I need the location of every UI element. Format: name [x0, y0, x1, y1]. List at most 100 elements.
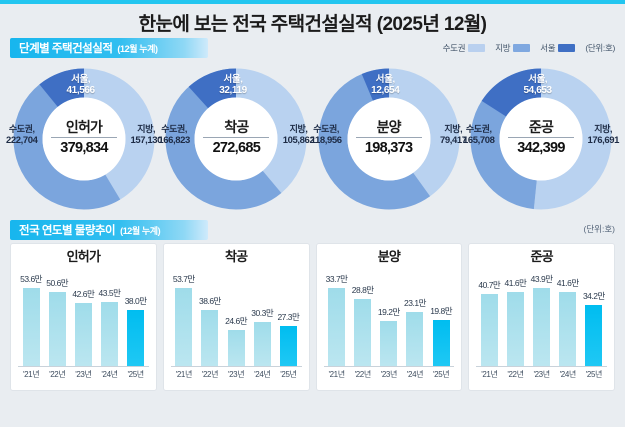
x-tick: '21년 [175, 370, 193, 379]
jibang-value: 79,417 [439, 135, 467, 146]
bar-chart-title: 분양 [377, 249, 401, 264]
legend-label-seoul: 서울 [540, 43, 556, 53]
bar-item: 38.6만 [197, 266, 223, 366]
bar [201, 310, 219, 366]
donut-category: 인허가 [65, 119, 103, 135]
bar-highlighted [432, 320, 450, 366]
bar-value-label: 19.8만 [430, 306, 453, 316]
seoul-value: 12,654 [371, 85, 400, 96]
bar [328, 288, 346, 366]
donut-hole [42, 97, 126, 181]
bars-container: 33.7만 28.8만 19.2만 23.1만 [324, 266, 455, 366]
x-tick: '25년 [433, 370, 450, 379]
donut-center-permits: 인허가 379,834 [45, 119, 123, 157]
seoul-value: 54,653 [523, 85, 553, 96]
bar-chart-title: 준공 [530, 249, 553, 264]
bar-value-label: 53.7만 [172, 274, 195, 284]
bar-value-label: 23.1만 [404, 298, 426, 308]
seoul-value: 32,119 [219, 85, 247, 96]
seoul-value: 41,566 [66, 85, 96, 96]
x-tick: '22년 [354, 370, 372, 379]
section1-title: 단계별 주택건설실적 [19, 43, 113, 55]
x-tick: '24년 [101, 370, 118, 379]
bar [533, 288, 551, 366]
donut-label-sudogwon: 수도권, 222,704 [6, 124, 38, 146]
bar-highlighted [279, 326, 297, 366]
bar-value-label: 42.6만 [72, 289, 95, 299]
bar-value-label: 34.2만 [582, 291, 605, 301]
x-tick: '22년 [507, 370, 524, 379]
bar [559, 292, 577, 366]
bar [175, 288, 193, 366]
x-tick: '21년 [481, 370, 498, 379]
bar-item: 40.7만 [476, 266, 502, 366]
donut-category: 준공 [528, 119, 554, 135]
x-tick: '25년 [585, 370, 603, 379]
divider [203, 137, 270, 138]
bar-item: 42.6만 [70, 266, 96, 366]
jibang-value: 157,130 [130, 135, 162, 146]
donut-label-seoul: 서울, 41,566 [66, 74, 96, 96]
bar-item: 33.7만 [324, 266, 350, 366]
x-tick: '23년 [380, 370, 398, 379]
bar-value-label: 30.3만 [251, 308, 274, 318]
jibang-name: 지방, [594, 124, 613, 134]
bar-item: 41.6만 [502, 266, 528, 366]
legend-label-jibang: 지방 [495, 43, 511, 53]
donut-label-seoul: 서울, 54,653 [523, 74, 553, 96]
bar [100, 302, 118, 366]
bar-value-label: 41.6만 [556, 278, 579, 288]
bars-container: 40.7만 41.6만 43.9만 41.6만 [476, 266, 607, 366]
donut-label-seoul: 서울, 32,119 [219, 74, 247, 96]
bar-chart-title: 인허가 [66, 249, 101, 264]
bar [406, 312, 424, 366]
donut-total: 342,399 [517, 140, 565, 156]
section1-unit: (단위:호) [585, 43, 615, 53]
arc-seoul [165, 68, 307, 210]
bar-plot-area: 53.7만 38.6만 24.6만 30.3만 [171, 266, 302, 366]
donut-label-jibang: 지방, 176,691 [587, 124, 619, 146]
donut-svg-permits [13, 68, 155, 210]
divider [507, 137, 574, 138]
donut-total: 379,834 [60, 140, 108, 156]
donut-label-sudogwon: 수도권, 165,708 [463, 124, 495, 146]
legend-swatch-seoul [558, 44, 576, 52]
bar [506, 292, 524, 366]
bar-value-label: 38.0만 [124, 296, 147, 306]
bar-plot-area: 40.7만 41.6만 43.9만 41.6만 [476, 266, 607, 366]
bar-item: 19.2만 [376, 266, 402, 366]
x-tick: '23년 [533, 370, 551, 379]
donut-center-completions: 준공 342,399 [502, 119, 580, 157]
bar [380, 321, 398, 366]
bar [253, 322, 271, 366]
bar-plot-area: 53.6만 50.6만 42.6만 43.5만 [18, 266, 149, 366]
x-tick: '25년 [127, 370, 145, 379]
bar-item: 53.6만 [18, 266, 44, 366]
bar-value-label: 41.6만 [504, 278, 527, 288]
donut-label-sudogwon: 수도권, 166,823 [158, 124, 190, 146]
x-axis: '21년 '22년 '23년 '24년 '25년 [323, 366, 455, 380]
donut-chart-sales: 서울, 12,654 수도권, 118,956 지방, 79,417 분양 19… [310, 62, 467, 214]
arc-seoul [470, 68, 612, 210]
donut-total: 198,373 [364, 140, 413, 156]
donut-chart-row: 서울, 41,566 수도권, 222,704 지방, 157,130 인허가 … [0, 58, 625, 216]
section-header-yearly-trend: 전국 연도별 물량추이 (12월 누계) (단위:호) [10, 220, 615, 240]
x-tick: '24년 [254, 370, 271, 379]
sudogwon-value: 165,708 [462, 135, 495, 146]
x-tick: '24년 [559, 370, 577, 379]
bar [227, 330, 245, 366]
jibang-name: 지방, [137, 124, 156, 134]
donut-hole [347, 97, 431, 181]
divider [355, 137, 422, 138]
arc-seoul [13, 68, 155, 210]
bar-item: 50.6만 [44, 266, 70, 366]
bar [22, 288, 40, 366]
x-tick: '23년 [228, 370, 245, 379]
donut-svg-starts [165, 68, 307, 210]
bar-item-highlighted: 38.0만 [123, 266, 149, 366]
bar-value-label: 53.6만 [20, 274, 42, 284]
jibang-name: 지방, [289, 124, 308, 134]
sudogwon-value: 118,956 [310, 135, 342, 146]
donut-label-jibang: 지방, 105,862 [283, 124, 315, 146]
bar-item: 23.1만 [402, 266, 428, 366]
